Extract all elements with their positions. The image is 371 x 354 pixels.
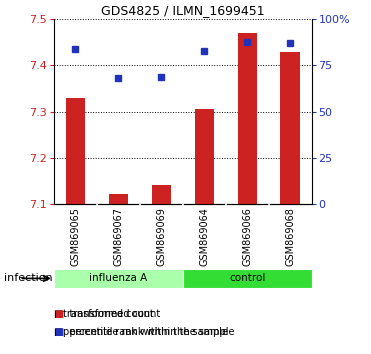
Bar <box>280 52 300 204</box>
Text: GSM869069: GSM869069 <box>156 207 166 266</box>
Text: ■  percentile rank within the sample: ■ percentile rank within the sample <box>54 327 234 337</box>
Text: GSM869065: GSM869065 <box>70 207 80 266</box>
Bar <box>109 194 128 204</box>
Text: GSM869068: GSM869068 <box>285 207 295 266</box>
Bar <box>183 269 312 288</box>
Text: ■  transformed count: ■ transformed count <box>54 309 160 319</box>
Text: GSM869064: GSM869064 <box>199 207 209 266</box>
Text: percentile rank within the sample: percentile rank within the sample <box>63 327 228 337</box>
Bar <box>237 33 257 204</box>
Text: influenza A: influenza A <box>89 273 147 284</box>
Text: GSM869066: GSM869066 <box>242 207 252 266</box>
Text: GSM869067: GSM869067 <box>113 207 123 266</box>
Bar <box>54 269 183 288</box>
Bar <box>66 98 85 204</box>
Text: ■: ■ <box>54 327 63 337</box>
Bar <box>194 109 214 204</box>
Text: ■: ■ <box>54 309 63 319</box>
Title: GDS4825 / ILMN_1699451: GDS4825 / ILMN_1699451 <box>101 4 265 17</box>
Bar <box>152 185 171 204</box>
Text: infection: infection <box>4 273 52 284</box>
Text: transformed count: transformed count <box>63 309 154 319</box>
Text: control: control <box>229 273 265 284</box>
